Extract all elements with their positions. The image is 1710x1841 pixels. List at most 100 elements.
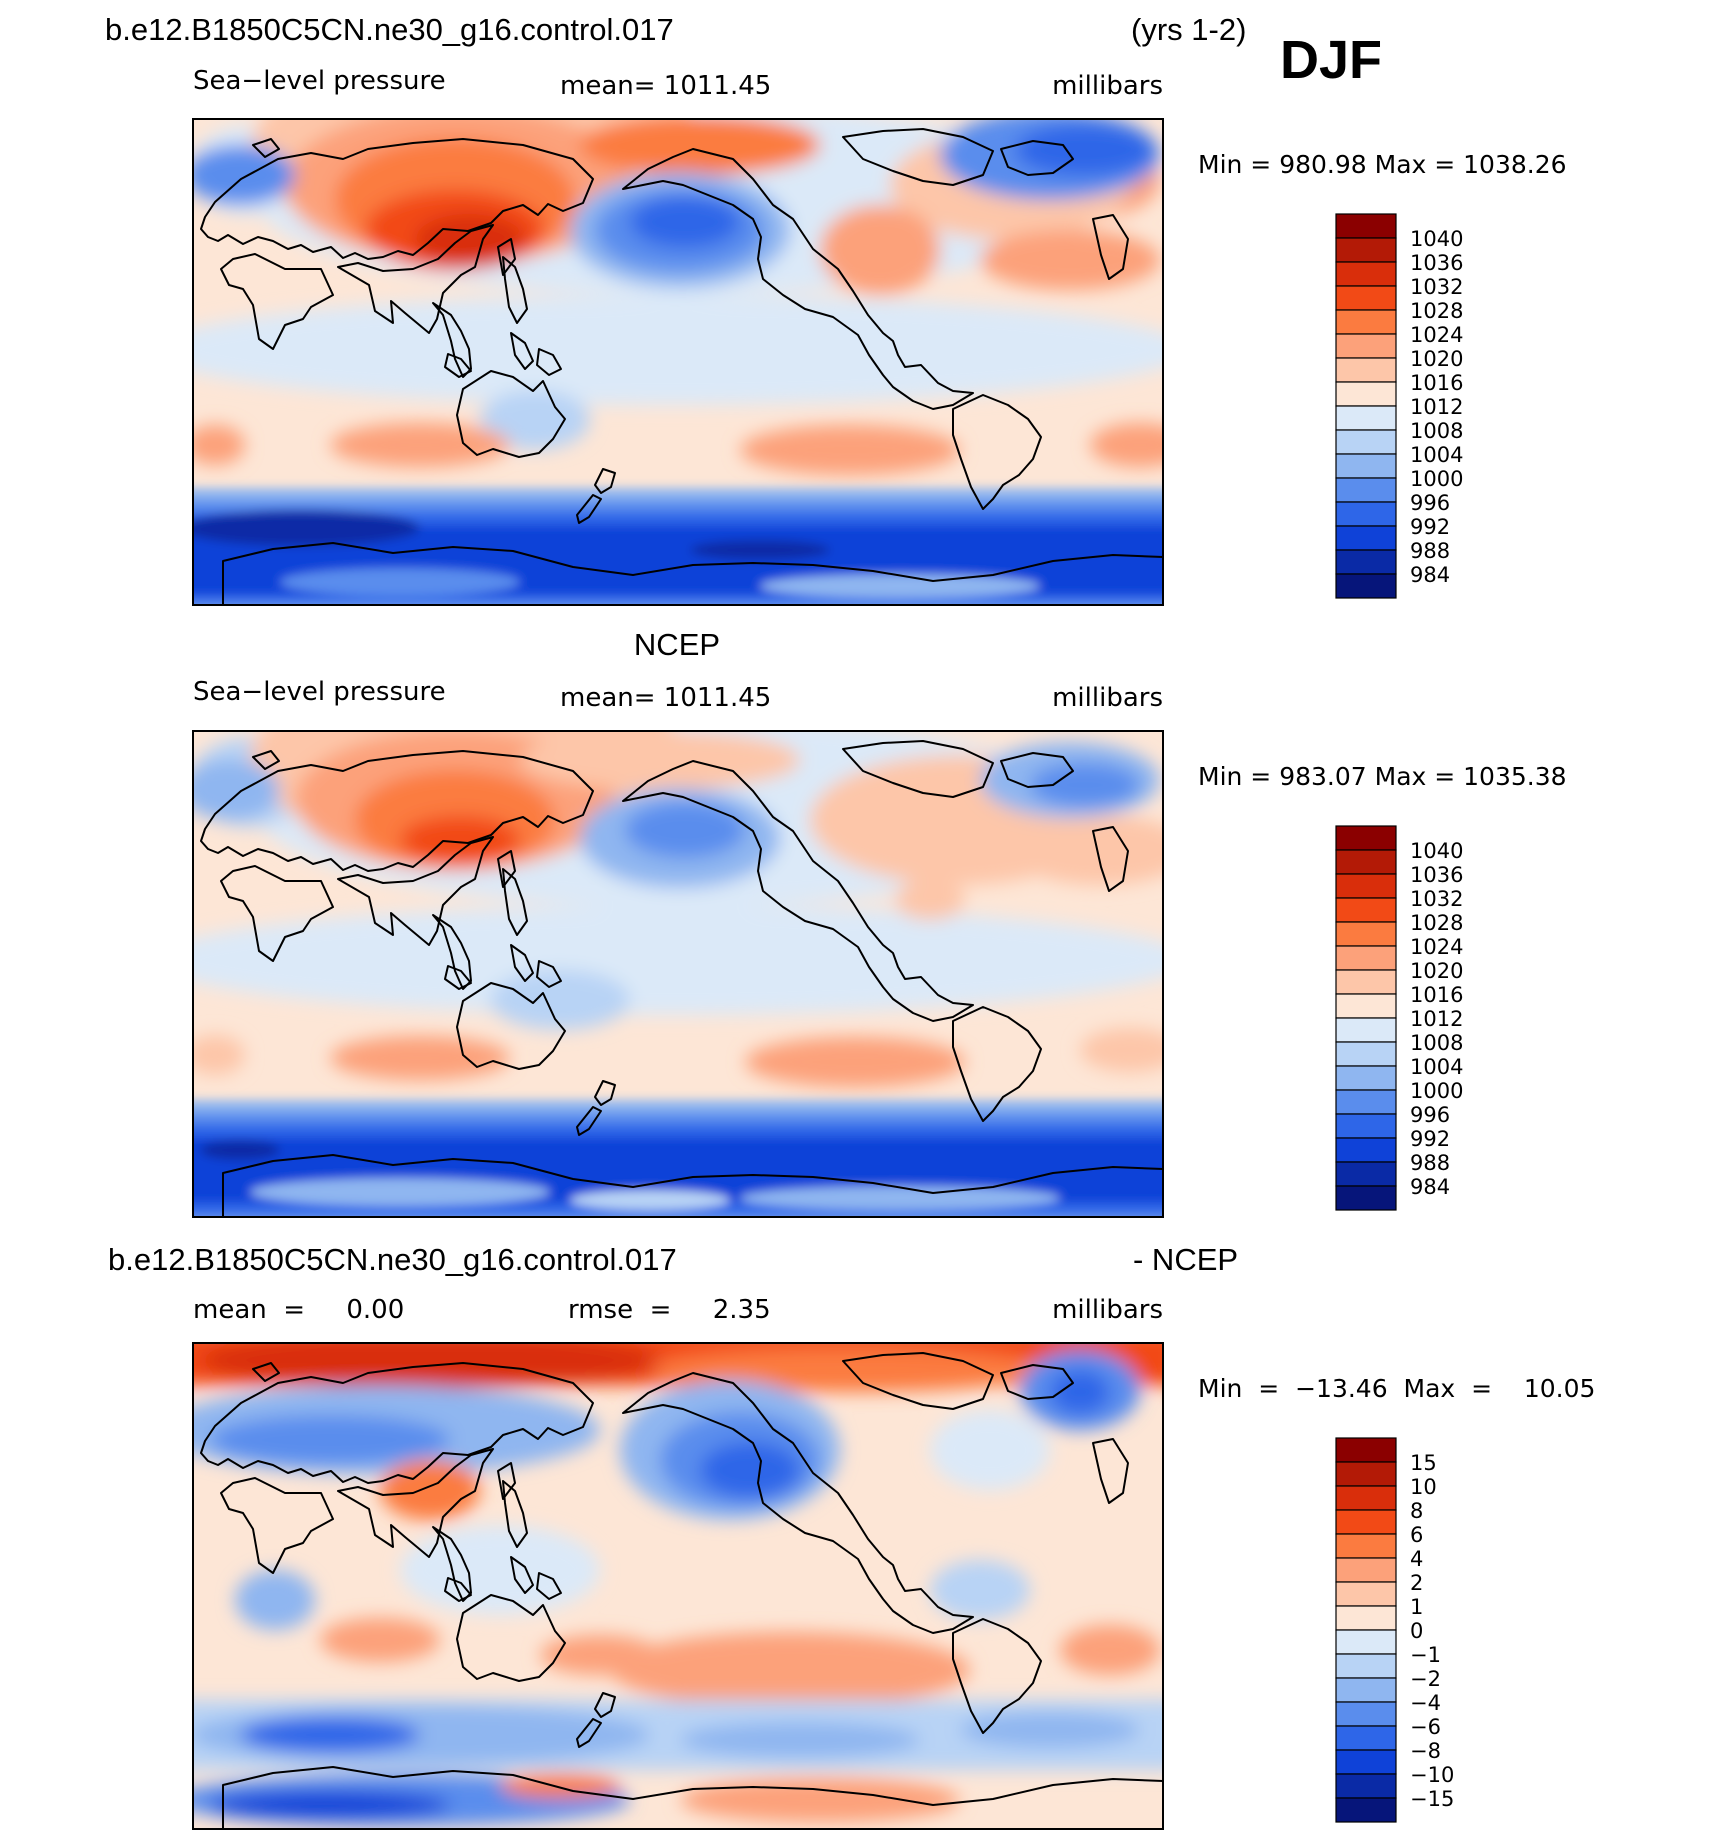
colorbar-box bbox=[1335, 549, 1397, 575]
colorbar-tick-label: −2 bbox=[1410, 1667, 1441, 1691]
obs-mean-label: mean= 1011.45 bbox=[560, 683, 771, 713]
colorbar-tick-label: 1036 bbox=[1410, 251, 1463, 275]
obs-title: NCEP bbox=[634, 627, 720, 662]
colorbar-tick-label: 1008 bbox=[1410, 1031, 1463, 1055]
colorbar-box bbox=[1335, 405, 1397, 431]
colorbar-box bbox=[1335, 573, 1397, 599]
colorbar-box bbox=[1335, 1533, 1397, 1559]
model-map bbox=[193, 119, 1163, 605]
colorbar-box bbox=[1335, 213, 1397, 239]
colorbar-tick-label: −15 bbox=[1410, 1787, 1454, 1811]
colorbar-tick-label: 984 bbox=[1410, 563, 1450, 587]
colorbar-box bbox=[1335, 1605, 1397, 1631]
colorbar-box bbox=[1335, 261, 1397, 287]
colorbar-tick-label: 1032 bbox=[1410, 275, 1463, 299]
colorbar-tick-label: 10 bbox=[1410, 1475, 1437, 1499]
colorbar-box bbox=[1335, 237, 1397, 263]
colorbar-box bbox=[1335, 1041, 1397, 1067]
colorbar-box bbox=[1335, 453, 1397, 479]
obs-units-label: millibars bbox=[1052, 683, 1163, 713]
colorbar-box bbox=[1335, 1749, 1397, 1775]
colorbar-box bbox=[1335, 1653, 1397, 1679]
colorbar-box bbox=[1335, 1089, 1397, 1115]
colorbar-box bbox=[1335, 969, 1397, 995]
colorbar-tick-label: 996 bbox=[1410, 1103, 1450, 1127]
diff-title-right: - NCEP bbox=[1133, 1242, 1238, 1277]
colorbar-box bbox=[1335, 1161, 1397, 1187]
colorbar-tick-label: −6 bbox=[1410, 1715, 1441, 1739]
colorbar-box bbox=[1335, 1485, 1397, 1511]
obs-colorbar: 1040103610321028102410201016101210081004… bbox=[1335, 825, 1463, 1211]
colorbar-tick-label: 1036 bbox=[1410, 863, 1463, 887]
diff-map-frame bbox=[192, 1342, 1164, 1830]
colorbar-tick-label: 1020 bbox=[1410, 959, 1463, 983]
colorbar-box bbox=[1335, 357, 1397, 383]
colorbar-box bbox=[1335, 1701, 1397, 1727]
panel-obs: NCEP Sea−level pressure mean= 1011.45 mi… bbox=[192, 627, 1567, 1218]
colorbar-tick-label: −8 bbox=[1410, 1739, 1441, 1763]
obs-map bbox=[193, 731, 1163, 1217]
colorbar-box bbox=[1335, 1677, 1397, 1703]
colorbar-tick-label: 1020 bbox=[1410, 347, 1463, 371]
diff-rmse-label: rmse = 2.35 bbox=[568, 1295, 771, 1325]
colorbar-box bbox=[1335, 1461, 1397, 1487]
colorbar-tick-label: 984 bbox=[1410, 1175, 1450, 1199]
colorbar-tick-label: −1 bbox=[1410, 1643, 1441, 1667]
colorbar-tick-label: 992 bbox=[1410, 1127, 1450, 1151]
case-title: b.e12.B1850C5CN.ne30_g16.control.017 bbox=[105, 12, 674, 47]
colorbar-box bbox=[1335, 1773, 1397, 1799]
colorbar-tick-label: 1008 bbox=[1410, 419, 1463, 443]
colorbar-tick-label: 2 bbox=[1410, 1571, 1423, 1595]
colorbar-box bbox=[1335, 1797, 1397, 1823]
colorbar-tick-label: 1028 bbox=[1410, 299, 1463, 323]
colorbar-tick-label: 1016 bbox=[1410, 371, 1463, 395]
colorbar-tick-label: 1040 bbox=[1410, 227, 1463, 251]
colorbar-tick-label: 8 bbox=[1410, 1499, 1423, 1523]
colorbar-box bbox=[1335, 1557, 1397, 1583]
colorbar-tick-label: 996 bbox=[1410, 491, 1450, 515]
colorbar-box bbox=[1335, 333, 1397, 359]
colorbar-box bbox=[1335, 477, 1397, 503]
model-map-frame bbox=[192, 118, 1164, 606]
colorbar-box bbox=[1335, 873, 1397, 899]
colorbar-box bbox=[1335, 1437, 1397, 1463]
colorbar-tick-label: −10 bbox=[1410, 1763, 1454, 1787]
colorbar-tick-label: 988 bbox=[1410, 1151, 1450, 1175]
colorbar-tick-label: 15 bbox=[1410, 1451, 1437, 1475]
obs-minmax-label: Min = 983.07 Max = 1035.38 bbox=[1198, 762, 1567, 791]
colorbar-box bbox=[1335, 1113, 1397, 1139]
colorbar-tick-label: 1024 bbox=[1410, 935, 1463, 959]
model-units-label: millibars bbox=[1052, 71, 1163, 101]
colorbar-box bbox=[1335, 849, 1397, 875]
colorbar-tick-label: 1012 bbox=[1410, 395, 1463, 419]
colorbar-box bbox=[1335, 897, 1397, 923]
panel-diff: b.e12.B1850C5CN.ne30_g16.control.017 - N… bbox=[108, 1242, 1595, 1830]
colorbar-box bbox=[1335, 825, 1397, 851]
colorbar-box bbox=[1335, 1137, 1397, 1163]
model-minmax-label: Min = 980.98 Max = 1038.26 bbox=[1198, 150, 1567, 179]
colorbar-box bbox=[1335, 1629, 1397, 1655]
colorbar-tick-label: 1012 bbox=[1410, 1007, 1463, 1031]
colorbar-box bbox=[1335, 1185, 1397, 1211]
colorbar-tick-label: 1040 bbox=[1410, 839, 1463, 863]
colorbar-box bbox=[1335, 285, 1397, 311]
colorbar-box bbox=[1335, 309, 1397, 335]
diff-units-label: millibars bbox=[1052, 1295, 1163, 1325]
colorbar-tick-label: 6 bbox=[1410, 1523, 1423, 1547]
obs-variable-label: Sea−level pressure bbox=[193, 677, 446, 707]
colorbar-tick-label: −4 bbox=[1410, 1691, 1441, 1715]
years-label: (yrs 1-2) bbox=[1131, 12, 1246, 47]
colorbar-tick-label: 1000 bbox=[1410, 467, 1463, 491]
diff-title-left: b.e12.B1850C5CN.ne30_g16.control.017 bbox=[108, 1242, 677, 1277]
colorbar-box bbox=[1335, 921, 1397, 947]
diff-minmax-label: Min = −13.46 Max = 10.05 bbox=[1198, 1374, 1595, 1403]
colorbar-box bbox=[1335, 429, 1397, 455]
colorbar-box bbox=[1335, 381, 1397, 407]
colorbar-tick-label: 4 bbox=[1410, 1547, 1423, 1571]
colorbar-box bbox=[1335, 1017, 1397, 1043]
diff-map bbox=[193, 1343, 1163, 1829]
colorbar-box bbox=[1335, 1581, 1397, 1607]
colorbar-tick-label: 1004 bbox=[1410, 443, 1463, 467]
